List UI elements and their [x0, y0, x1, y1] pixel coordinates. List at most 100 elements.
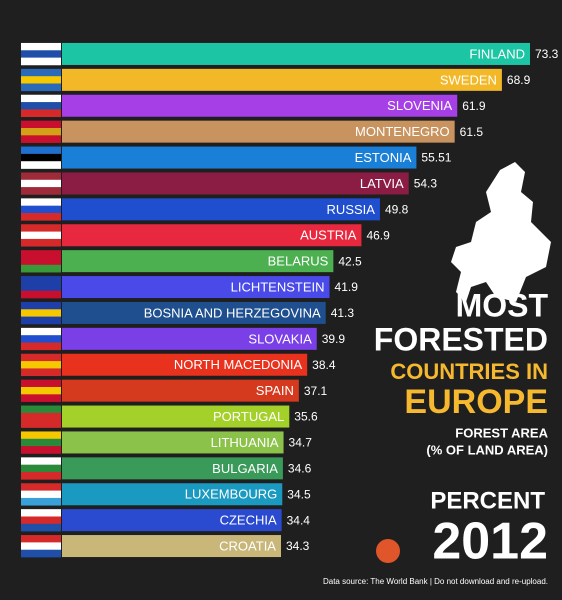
bar-label: LITHUANIA [211, 435, 279, 450]
bar [62, 327, 317, 350]
bar-label: CROATIA [219, 538, 276, 553]
subtitle-line: (% OF LAND AREA) [426, 442, 548, 457]
flag-stripe [21, 50, 61, 58]
flag-stripe [21, 161, 61, 169]
bar-label: AUSTRIA [300, 228, 357, 243]
flag-stripe [21, 213, 61, 221]
bar-label: MONTENEGRO [355, 124, 450, 139]
europe-map [451, 162, 551, 302]
value-label: 61.5 [460, 125, 484, 139]
flag-stripe [21, 231, 61, 240]
logo [376, 539, 400, 563]
bar-label: BULGARIA [212, 461, 278, 476]
value-label: 34.5 [287, 487, 311, 501]
value-label: 46.9 [366, 228, 390, 242]
bar-label: NORTH MACEDONIA [174, 357, 303, 372]
bar-label: LICHTENSTEIN [231, 279, 325, 294]
flag-stripe [21, 516, 61, 525]
flag-stripe [21, 153, 61, 162]
bar [62, 224, 362, 247]
flag-stripe [21, 353, 61, 362]
flag-stripe [21, 386, 61, 395]
value-label: 37.1 [304, 384, 328, 398]
unit-label: PERCENT [430, 487, 545, 514]
flag-stripe [21, 109, 61, 118]
bar [62, 353, 308, 376]
bar [62, 276, 330, 299]
flag-stripe [21, 542, 61, 551]
value-label: 73.3 [535, 47, 559, 61]
flag-stripe [21, 420, 61, 428]
value-label: 41.9 [335, 280, 359, 294]
value-label: 61.9 [462, 99, 486, 113]
flag-stripe [21, 361, 61, 369]
bar-label: BOSNIA AND HERZEGOVINA [144, 305, 321, 320]
flag-stripe [21, 549, 61, 558]
flag-stripe [21, 523, 61, 532]
value-label: 34.4 [287, 513, 311, 527]
flag-stripe [21, 42, 61, 51]
bar-label: SPAIN [256, 383, 294, 398]
bar [62, 405, 290, 428]
bar-label: SLOVENIA [387, 98, 452, 113]
bar-label: BELARUS [268, 254, 329, 269]
bar [62, 379, 299, 402]
flag-stripe [21, 483, 61, 491]
bar [62, 535, 281, 558]
flag-stripe [21, 83, 61, 92]
bar-label: PORTUGAL [213, 409, 284, 424]
bar [62, 509, 282, 532]
flag-stripe [21, 102, 61, 110]
flag-stripe [21, 316, 61, 325]
flag-stripe [21, 368, 61, 377]
flag-stripe [21, 68, 61, 77]
flag-stripe [21, 438, 61, 447]
bar [62, 457, 283, 480]
bar [62, 146, 417, 169]
flag-stripe [21, 120, 61, 129]
period: 2012 [432, 513, 548, 571]
bar [62, 42, 530, 65]
value-label: 34.3 [286, 539, 310, 553]
bar [62, 250, 334, 273]
flag-stripe [21, 412, 61, 421]
flag-stripe [21, 283, 61, 292]
flag-stripe [21, 57, 61, 66]
title-line: FORESTED [374, 321, 548, 357]
flag-stripe [21, 335, 61, 343]
flag-stripe [21, 198, 61, 206]
value-label: 41.3 [331, 306, 355, 320]
flag-stripe [21, 535, 61, 543]
flag-stripe [21, 309, 61, 317]
title-line: MOST [456, 287, 549, 323]
title-line: COUNTRIES IN [390, 359, 548, 384]
flag-stripe [21, 509, 61, 517]
bar-label: ESTONIA [355, 150, 412, 165]
flag-stripe [21, 127, 61, 136]
flag-stripe [21, 457, 61, 465]
flag-stripe [21, 146, 61, 155]
value-label: 54.3 [414, 177, 438, 191]
value-label: 39.9 [322, 332, 346, 346]
flag-stripe [21, 76, 61, 84]
source: Data source: The World Bank | Do not dow… [323, 577, 548, 586]
value-label: 34.6 [288, 462, 312, 476]
value-label: 34.7 [289, 436, 313, 450]
flag-stripe [21, 464, 61, 473]
bar-label: CZECHIA [220, 513, 277, 528]
flag-stripe [21, 472, 61, 480]
value-label: 35.6 [294, 410, 318, 424]
flag-stripe [21, 379, 61, 388]
bar [62, 431, 284, 454]
bar-label: LUXEMBOURG [185, 487, 277, 502]
value-label: 49.8 [385, 203, 409, 217]
flag-stripe [21, 205, 61, 214]
bar [62, 120, 455, 143]
flag-stripe [21, 224, 61, 232]
value-label: 38.4 [312, 358, 336, 372]
flag-stripe [21, 446, 61, 454]
bar [62, 172, 409, 195]
flag-stripe [21, 238, 61, 247]
flag-stripe [21, 342, 61, 351]
